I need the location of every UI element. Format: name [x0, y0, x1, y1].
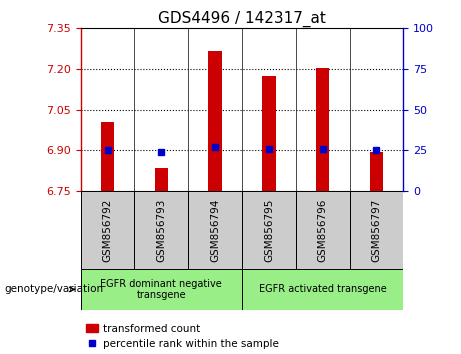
Bar [262, 76, 276, 191]
Bar [154, 168, 168, 191]
Text: GSM856792: GSM856792 [102, 198, 112, 262]
Bar [81, 191, 135, 269]
Bar [349, 191, 403, 269]
Text: EGFR activated transgene: EGFR activated transgene [259, 284, 387, 295]
Text: EGFR dominant negative
transgene: EGFR dominant negative transgene [100, 279, 222, 300]
Bar [81, 269, 242, 310]
Bar [242, 191, 296, 269]
Text: GSM856795: GSM856795 [264, 198, 274, 262]
Text: GSM856793: GSM856793 [156, 198, 166, 262]
Text: GSM856797: GSM856797 [372, 198, 382, 262]
Bar [296, 191, 349, 269]
Text: genotype/variation: genotype/variation [5, 284, 104, 295]
Bar [101, 122, 114, 191]
Bar [316, 68, 330, 191]
Title: GDS4496 / 142317_at: GDS4496 / 142317_at [158, 11, 326, 27]
Text: GSM856796: GSM856796 [318, 198, 328, 262]
Bar [135, 191, 188, 269]
Bar [208, 51, 222, 191]
Bar [188, 191, 242, 269]
Bar [370, 152, 383, 191]
Legend: transformed count, percentile rank within the sample: transformed count, percentile rank withi… [86, 324, 278, 349]
Text: GSM856794: GSM856794 [210, 198, 220, 262]
Bar [242, 269, 403, 310]
